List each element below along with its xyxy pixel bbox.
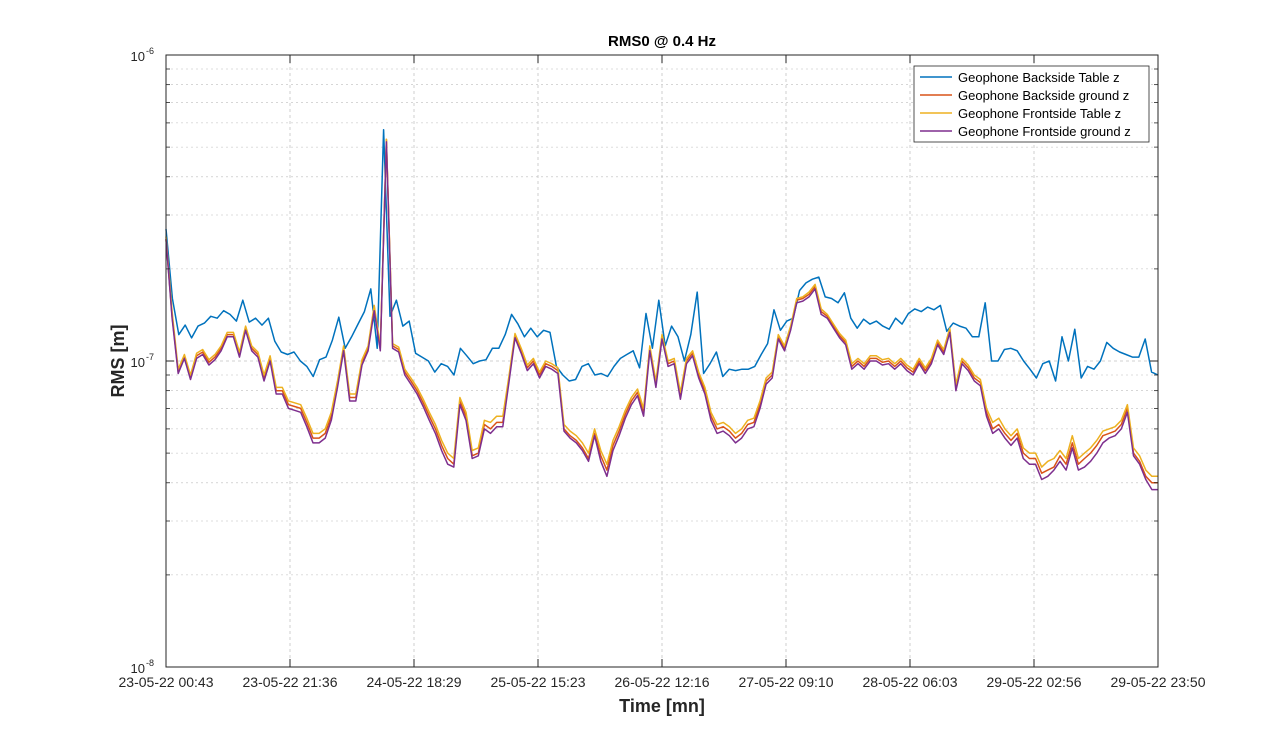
y-tick-label-exponent: -7 — [146, 352, 154, 362]
series-line-1 — [165, 128, 1159, 382]
series-line-3 — [165, 138, 1158, 478]
x-tick-label: 23-05-22 00:43 — [119, 674, 214, 690]
legend-entry-label: Geophone Frontside ground z — [958, 124, 1131, 139]
x-tick-label: 26-05-22 12:16 — [615, 674, 710, 690]
y-axis-label: RMS [m] — [108, 325, 128, 398]
y-tick-label-exponent: -8 — [146, 658, 154, 668]
chart-title: RMS0 @ 0.4 Hz — [608, 33, 716, 50]
y-tick-label: 10 -6 — [131, 46, 154, 64]
x-axis-label: Time [mn] — [619, 696, 705, 716]
y-tick-label: 10 -7 — [131, 352, 154, 370]
legend: Geophone Backside Table z Geophone Backsi… — [913, 65, 1150, 143]
x-tick-label: 23-05-22 21:36 — [243, 674, 338, 690]
y-tick-label-base: 10 — [131, 661, 145, 676]
x-tick-label: 24-05-22 18:29 — [367, 674, 462, 690]
y-tick-label-exponent: -6 — [146, 46, 154, 56]
x-tick-label: 25-05-22 15:23 — [491, 674, 586, 690]
axis-ticks — [165, 54, 1159, 668]
x-tick-label: 29-05-22 02:56 — [987, 674, 1082, 690]
legend-entry-label: Geophone Backside ground z — [958, 88, 1129, 103]
series-line-4 — [165, 141, 1158, 491]
legend-entry-label: Geophone Backside Table z — [958, 70, 1120, 85]
x-tick-label: 28-05-22 06:03 — [863, 674, 958, 690]
legend-box — [913, 65, 1150, 143]
series-lines — [165, 128, 1159, 491]
y-tick-label-base: 10 — [131, 355, 145, 370]
x-tick-label: 27-05-22 09:10 — [739, 674, 834, 690]
x-tick-label: 29-05-22 23:50 — [1111, 674, 1206, 690]
y-tick-label: 10 -8 — [131, 658, 154, 676]
y-tick-labels: 10-810-710-6 — [131, 46, 154, 676]
y-tick-label-base: 10 — [131, 49, 145, 64]
legend-entry-label: Geophone Frontside Table z — [958, 106, 1121, 121]
x-tick-labels: 23-05-22 00:43 23-05-22 21:36 24-05-22 18:… — [119, 674, 1206, 690]
